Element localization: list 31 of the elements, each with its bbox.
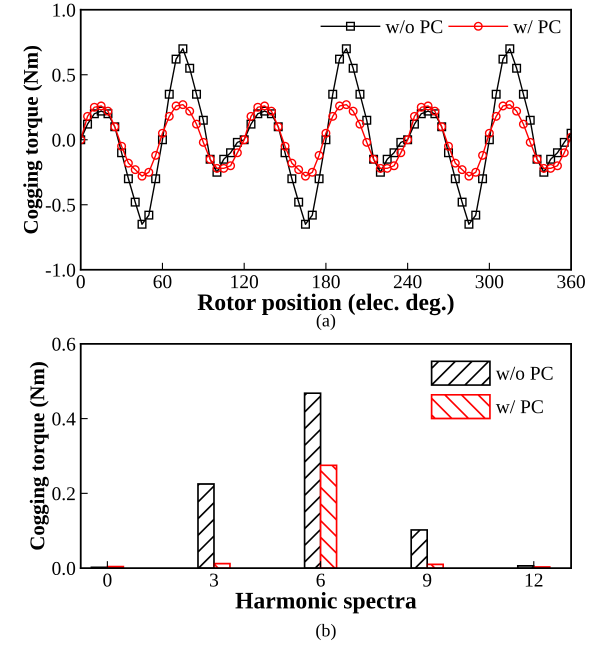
text: (a) [316, 314, 336, 330]
y-tick-label: 0.0 [52, 562, 76, 576]
y-tick-label: 0.2 [52, 487, 75, 500]
x-tick-label: 3 [210, 574, 218, 587]
y-axis-title: Cogging torque (Nm) [23, 46, 42, 234]
y-tick-label: 1.0 [53, 4, 76, 17]
x-axis-title: Rotor position (elec. deg.) [198, 294, 454, 316]
legend-label: w/o PC [385, 20, 442, 34]
x-tick-label: 6 [316, 574, 325, 587]
x-tick-label: 9 [422, 574, 432, 587]
y-tick-label: 0.0 [52, 134, 76, 147]
x-tick-label: 120 [231, 275, 258, 288]
x-tick-label: 0 [103, 574, 112, 587]
x-tick-label: 240 [394, 275, 422, 288]
x-tick-label: 300 [476, 275, 504, 288]
y-tick-label: 0.6 [52, 338, 76, 351]
x-tick-label: 0 [76, 275, 85, 288]
x-axis-title: Harmonic spectra [236, 592, 416, 614]
legend-label: w/ PC [496, 400, 543, 414]
y-tick-label: -1.0 [46, 264, 76, 277]
y-tick-label: 0.4 [52, 412, 76, 426]
legend-label: w/ PC [513, 20, 560, 34]
y-tick-label: 0.5 [52, 68, 76, 82]
y-axis-title: Cogging torque (Nm) [30, 362, 49, 550]
legend-label: w/o PC [496, 366, 553, 380]
text: (b) [316, 624, 336, 640]
x-tick-label: 360 [557, 275, 585, 288]
y-tick-label: -0.5 [46, 198, 76, 212]
x-tick-label: 60 [154, 275, 172, 288]
x-tick-label: 12 [526, 574, 542, 586]
x-tick-label: 180 [313, 275, 340, 288]
